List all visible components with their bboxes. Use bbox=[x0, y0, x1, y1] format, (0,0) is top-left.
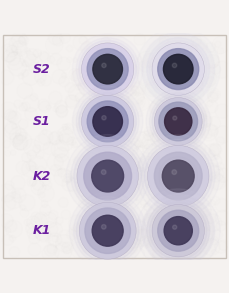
Circle shape bbox=[147, 199, 210, 262]
Text: S2: S2 bbox=[33, 63, 51, 76]
Circle shape bbox=[152, 95, 204, 148]
Circle shape bbox=[141, 139, 215, 213]
Circle shape bbox=[101, 224, 106, 229]
Circle shape bbox=[66, 134, 149, 218]
Circle shape bbox=[92, 160, 124, 192]
Circle shape bbox=[76, 38, 139, 100]
Circle shape bbox=[150, 93, 207, 150]
Circle shape bbox=[150, 40, 207, 98]
Circle shape bbox=[164, 54, 193, 84]
Circle shape bbox=[173, 116, 177, 120]
Circle shape bbox=[93, 54, 123, 84]
Circle shape bbox=[93, 107, 123, 136]
Circle shape bbox=[84, 152, 132, 200]
Circle shape bbox=[142, 194, 215, 267]
Circle shape bbox=[92, 215, 123, 246]
Circle shape bbox=[173, 225, 177, 229]
Circle shape bbox=[136, 189, 220, 272]
Circle shape bbox=[74, 197, 142, 265]
Circle shape bbox=[147, 38, 210, 100]
Circle shape bbox=[79, 40, 136, 98]
Circle shape bbox=[69, 192, 146, 269]
Circle shape bbox=[152, 205, 204, 257]
Text: K2: K2 bbox=[33, 170, 51, 183]
Circle shape bbox=[143, 34, 214, 104]
Circle shape bbox=[146, 89, 210, 154]
Circle shape bbox=[144, 142, 212, 210]
Circle shape bbox=[102, 63, 106, 68]
Circle shape bbox=[77, 145, 138, 207]
Circle shape bbox=[71, 139, 144, 213]
Circle shape bbox=[147, 38, 210, 100]
Circle shape bbox=[74, 142, 142, 210]
Circle shape bbox=[87, 101, 128, 142]
Circle shape bbox=[76, 200, 139, 262]
Circle shape bbox=[72, 34, 143, 104]
Circle shape bbox=[172, 63, 177, 68]
Text: S1: S1 bbox=[33, 115, 51, 128]
Circle shape bbox=[136, 27, 220, 111]
Circle shape bbox=[137, 134, 220, 218]
Circle shape bbox=[154, 152, 202, 200]
Text: K1: K1 bbox=[33, 224, 51, 237]
Circle shape bbox=[158, 210, 199, 251]
Circle shape bbox=[76, 90, 139, 153]
Circle shape bbox=[143, 195, 214, 266]
Circle shape bbox=[152, 43, 204, 95]
Circle shape bbox=[162, 160, 194, 192]
Circle shape bbox=[79, 93, 136, 150]
Circle shape bbox=[147, 145, 209, 207]
Circle shape bbox=[82, 95, 134, 148]
Circle shape bbox=[158, 49, 199, 90]
Circle shape bbox=[82, 43, 134, 95]
Circle shape bbox=[85, 208, 131, 253]
Circle shape bbox=[165, 108, 192, 135]
Circle shape bbox=[172, 170, 177, 175]
Circle shape bbox=[142, 33, 215, 106]
Circle shape bbox=[159, 102, 198, 141]
Circle shape bbox=[101, 170, 106, 175]
Circle shape bbox=[154, 98, 202, 145]
Circle shape bbox=[87, 49, 128, 90]
Circle shape bbox=[72, 86, 143, 157]
Circle shape bbox=[147, 199, 210, 262]
Circle shape bbox=[150, 202, 207, 260]
Circle shape bbox=[79, 202, 136, 259]
Circle shape bbox=[102, 115, 106, 120]
Circle shape bbox=[164, 217, 192, 245]
